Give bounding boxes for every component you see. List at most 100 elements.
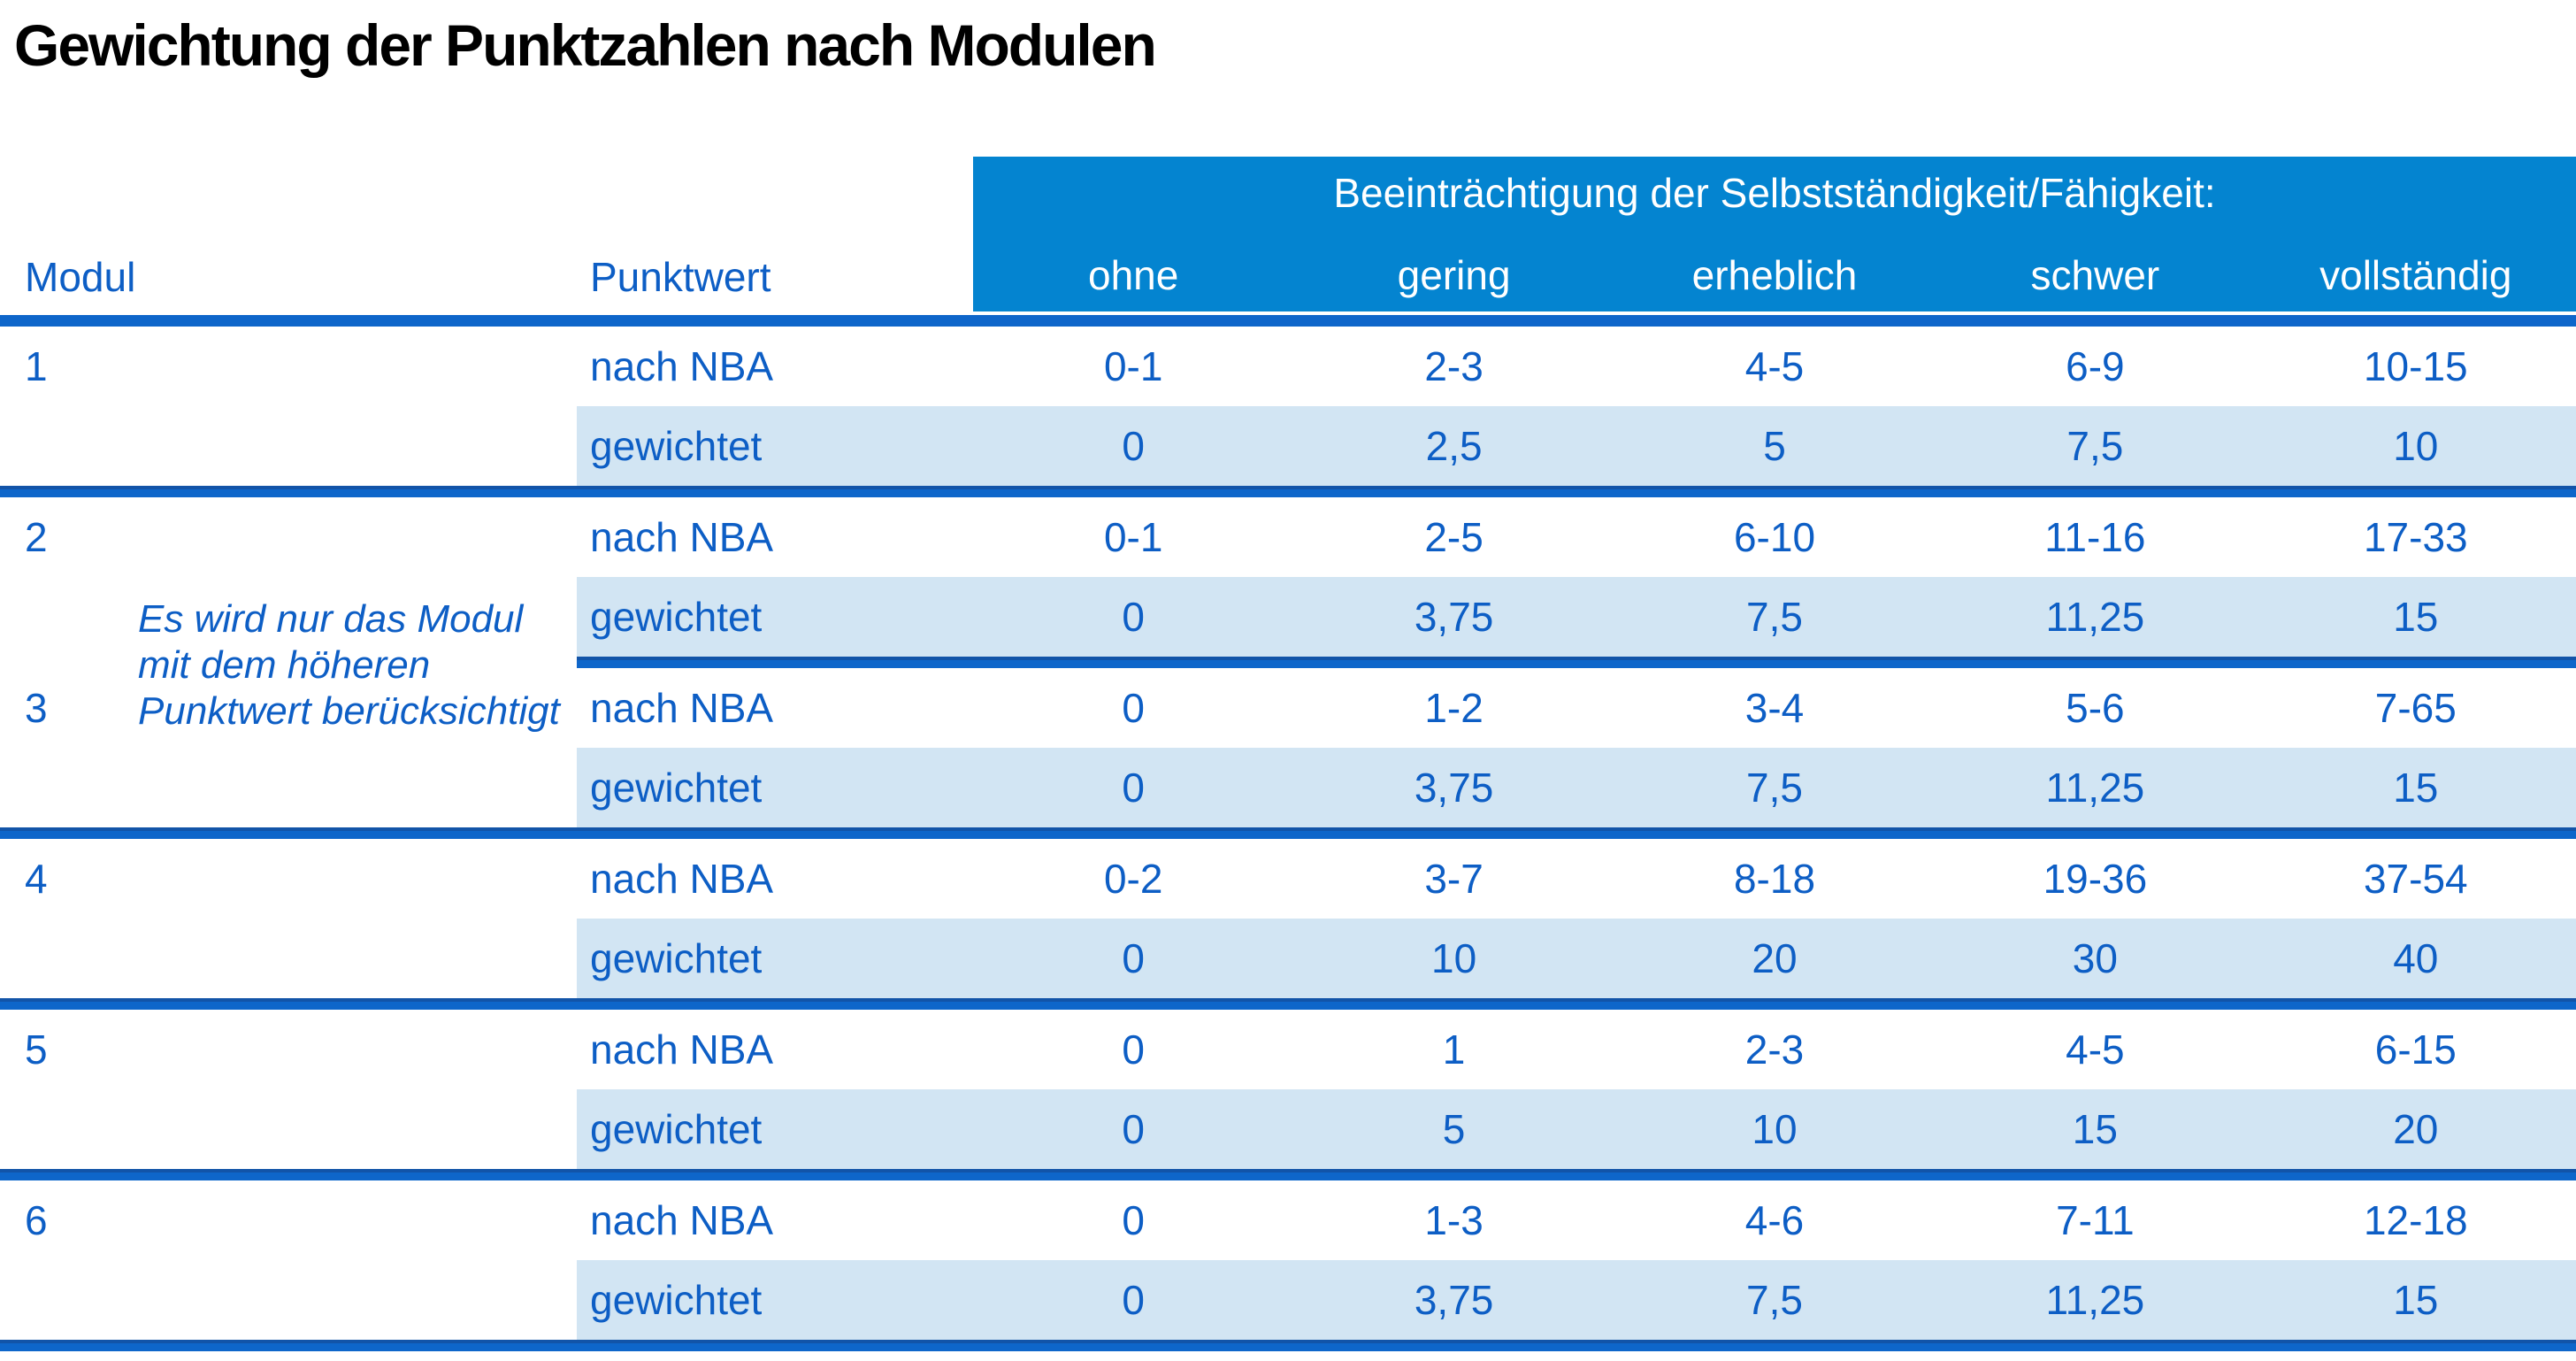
value-cell: 2-5 [1424,514,1484,560]
value-cell: 3,75 [1293,1260,1614,1340]
table-row-module6-weighted: gewichtet 0 3,75 7,5 11,25 15 [0,1260,2576,1340]
impairment-header-band: Beeinträchtigung der Selbstständigkeit/F… [973,157,2576,311]
col-header-erheblich: erheblich [1691,252,1858,298]
value-cell: 0-1 [1103,343,1163,389]
value-cell: 5 [1293,1089,1614,1169]
value-cell: 11,25 [1935,748,2256,827]
value-cell: 1 [1442,1027,1466,1073]
value-cell: 0 [973,1260,1294,1340]
value-cell: 3,75 [1293,577,1614,657]
table-row-module5-weighted: gewichtet 0 5 10 15 20 [0,1089,2576,1169]
module-number: 5 [25,1027,48,1073]
value-cell: 6-15 [2374,1027,2457,1073]
value-cell: 10 [2255,406,2576,486]
table-body: 1 nach NBA 0-1 2-3 4-5 6-9 10-15 gewicht… [0,327,2576,1351]
row-label-weighted: gewichtet [577,919,973,998]
col-header-modul: Modul [25,254,136,300]
table-row-module4-nba: 4 nach NBA 0-2 3-7 8-18 19-36 37-54 [0,839,2576,919]
group-divider [0,1169,2576,1180]
value-cell: 1-3 [1424,1197,1484,1243]
value-cell: 7,5 [1614,748,1936,827]
value-cell: 11,25 [1935,577,2256,657]
module-number: 2 [25,514,48,560]
row-label-weighted: gewichtet [577,1089,973,1169]
value-cell: 2,5 [1293,406,1614,486]
col-header-schwer: schwer [2030,252,2160,298]
value-cell: 10 [1293,919,1614,998]
row-label-weighted: gewichtet [577,1260,973,1340]
row-label-nba: nach NBA [590,1027,774,1073]
module-number-empty [0,406,577,486]
note-line: Punktwert berücksichtigt [138,689,560,733]
note-line: Es wird nur das Modul [138,597,524,641]
table-row-module5-nba: 5 nach NBA 0 1 2-3 4-5 6-15 [0,1010,2576,1089]
value-cell: 3,75 [1293,748,1614,827]
table-row-module3-nba: 3 nach NBA 0 1-2 3-4 5-6 7-65 [0,668,2576,748]
header-rule [0,315,2576,327]
value-cell: 0 [1122,1197,1145,1243]
row-label-nba: nach NBA [590,514,774,560]
value-cell: 2-3 [1424,343,1484,389]
value-cell: 7,5 [1614,577,1936,657]
module-number: 3 [25,685,48,731]
value-cell: 6-10 [1733,514,1816,560]
bottom-rule [0,1340,2576,1351]
severity-column-headers: ohne gering erheblich schwer vollständig [973,253,2576,297]
group-divider [0,486,2576,497]
row-label-weighted: gewichtet [577,406,973,486]
value-cell: 10-15 [2363,343,2468,389]
value-cell: 11,25 [1935,1260,2256,1340]
value-cell: 12-18 [2363,1197,2468,1243]
table-row-module6-nba: 6 nach NBA 0 1-3 4-6 7-11 12-18 [0,1180,2576,1260]
value-cell: 3-4 [1744,685,1805,731]
value-cell: 40 [2255,919,2576,998]
value-cell: 1-2 [1424,685,1484,731]
module-number: 4 [25,856,48,902]
value-cell: 0 [1122,685,1145,731]
value-cell: 6-9 [2066,343,2125,389]
impairment-band-title: Beeinträchtigung der Selbstständigkeit/F… [1333,170,2216,216]
module-2-3-note: Es wird nur das Modul mit dem höheren Pu… [138,596,560,734]
value-cell: 7-65 [2374,685,2457,731]
value-cell: 5-6 [2066,685,2125,731]
note-line: mit dem höheren [138,643,431,687]
value-cell: 3-7 [1424,856,1484,902]
value-cell: 4-5 [2066,1027,2125,1073]
row-label-nba: nach NBA [590,685,774,731]
row-label-weighted: gewichtet [577,577,973,657]
col-header-vollstaendig: vollständig [2319,252,2512,298]
value-cell: 15 [2255,577,2576,657]
group-divider [0,827,2576,839]
value-cell: 4-6 [1744,1197,1805,1243]
value-cell: 19-36 [2043,856,2148,902]
value-cell: 0 [973,748,1294,827]
value-cell: 15 [2255,748,2576,827]
value-cell: 0-1 [1103,514,1163,560]
value-cell: 20 [1614,919,1936,998]
row-label-nba: nach NBA [590,856,774,902]
table-row-module4-weighted: gewichtet 0 10 20 30 40 [0,919,2576,998]
page-title: Gewichtung der Punktzahlen nach Modulen [14,12,1157,78]
value-cell: 0 [973,577,1294,657]
module-number-empty [0,1089,577,1169]
row-label-weighted: gewichtet [577,748,973,827]
module-number-empty [0,1260,577,1340]
value-cell: 7,5 [1935,406,2256,486]
group-divider [0,998,2576,1010]
value-cell: 0 [1122,1027,1145,1073]
table-row-module1-weighted: gewichtet 0 2,5 5 7,5 10 [0,406,2576,486]
value-cell: 11-16 [2044,514,2146,560]
module-number: 6 [25,1197,48,1243]
table-row-module3-weighted: gewichtet 0 3,75 7,5 11,25 15 [0,748,2576,827]
value-cell: 4-5 [1744,343,1805,389]
value-cell: 30 [1935,919,2256,998]
value-cell: 37-54 [2363,856,2468,902]
module-number-empty [0,748,577,827]
value-cell: 8-18 [1733,856,1816,902]
value-cell: 10 [1614,1089,1936,1169]
row-label-nba: nach NBA [590,343,774,389]
value-cell: 7-11 [2056,1197,2135,1243]
module-number: 1 [25,343,48,389]
col-header-gering: gering [1397,252,1511,298]
